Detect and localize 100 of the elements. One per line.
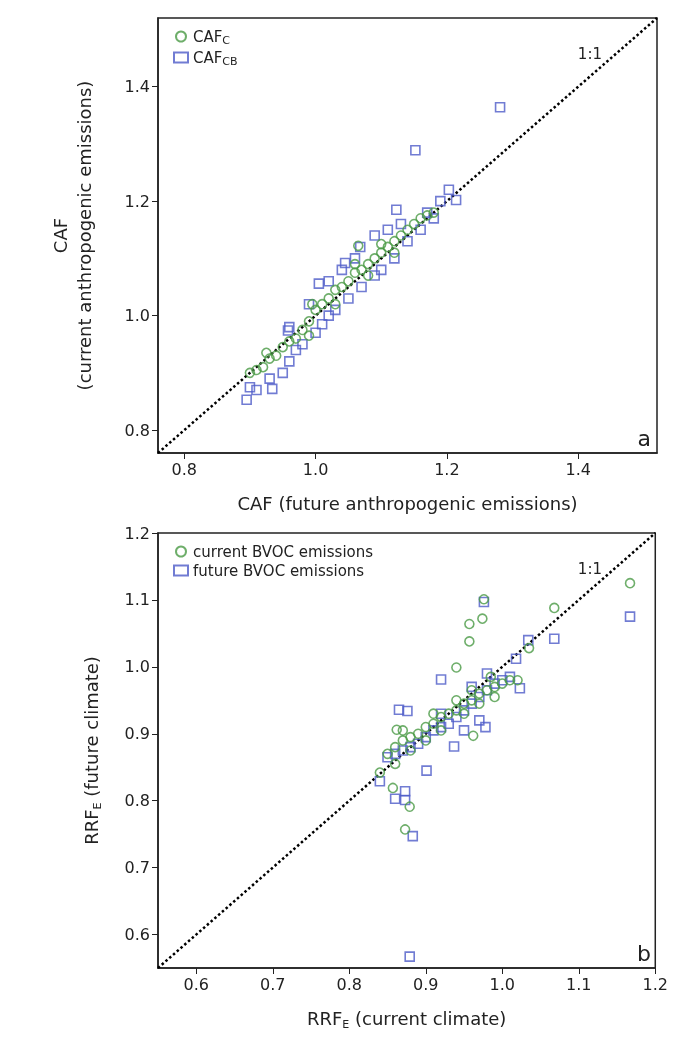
point: [474, 715, 485, 726]
point: [405, 731, 416, 743]
point: [522, 634, 534, 646]
point: [307, 298, 318, 310]
point: [270, 350, 282, 361]
point: [451, 705, 462, 716]
point: [420, 721, 432, 733]
point: [448, 741, 460, 752]
point: [374, 775, 386, 787]
point: [624, 611, 636, 622]
x-tick-label: 0.7: [260, 974, 286, 994]
point: [323, 275, 335, 287]
point: [389, 253, 400, 264]
point: [356, 281, 367, 293]
point: [284, 336, 295, 347]
point: [428, 708, 439, 719]
point: [397, 745, 409, 756]
point: [282, 325, 294, 336]
point: [496, 678, 508, 689]
point: [494, 101, 506, 113]
point: [284, 321, 295, 333]
point: [323, 293, 335, 304]
y-tick-label: 0.8: [124, 791, 150, 811]
x-tick-label: 1.1: [566, 974, 592, 994]
y-tick-label: 1.2: [124, 523, 150, 543]
point: [395, 230, 407, 241]
point: [329, 304, 341, 316]
point: [303, 316, 315, 327]
x-tick-label: 1.0: [489, 974, 515, 994]
point: [389, 793, 401, 804]
point: [489, 678, 500, 689]
y-tick-label: 1.2: [124, 191, 150, 211]
annotation: b: [637, 940, 651, 966]
point: [428, 725, 439, 736]
legend-label: future BVOC emissions: [193, 561, 365, 580]
point: [402, 235, 413, 247]
x-tick-label: 1.0: [302, 459, 329, 479]
point: [375, 264, 387, 276]
point: [480, 721, 491, 733]
point: [443, 718, 455, 730]
point: [264, 373, 275, 384]
point: [489, 681, 500, 693]
point: [458, 725, 470, 736]
point: [391, 204, 402, 216]
point: [389, 741, 401, 753]
point: [323, 310, 335, 321]
x-tick-label: 0.9: [413, 974, 439, 994]
point: [464, 636, 475, 647]
point: [284, 356, 295, 367]
point: [415, 224, 426, 236]
point: [399, 786, 411, 797]
point: [264, 353, 275, 364]
y-tick-label: 1.0: [124, 657, 150, 677]
point: [428, 207, 440, 218]
point: [362, 258, 374, 270]
point: [443, 708, 455, 719]
point: [435, 725, 447, 736]
point: [375, 247, 387, 258]
x-tick-label: 0.8: [336, 974, 362, 994]
y-tick-label: 1.0: [124, 306, 150, 326]
point: [549, 602, 560, 614]
y-tick-label: 0.9: [124, 724, 150, 744]
point: [393, 704, 405, 715]
point: [435, 711, 447, 723]
legend-label: current BVOC emissions: [193, 542, 374, 561]
x-axis-title: CAF (future anthropogenic emissions): [237, 492, 578, 514]
point: [277, 341, 289, 353]
point: [435, 721, 447, 733]
point: [489, 691, 500, 703]
point: [349, 267, 361, 278]
point: [510, 653, 522, 665]
point: [496, 674, 508, 686]
x-tick-label: 0.8: [171, 459, 197, 479]
point: [464, 618, 475, 630]
point: [397, 725, 409, 736]
point: [451, 662, 462, 673]
point: [290, 333, 302, 344]
x-tick-label: 0.6: [183, 974, 209, 994]
point: [428, 213, 440, 224]
point: [290, 344, 302, 356]
point: [343, 275, 354, 287]
point: [389, 235, 400, 247]
point: [474, 698, 485, 709]
point: [512, 674, 523, 686]
y-tick-label: 0.6: [124, 925, 150, 945]
point: [412, 738, 424, 750]
point: [261, 347, 272, 359]
point: [244, 381, 256, 393]
point: [477, 613, 488, 624]
point: [313, 278, 325, 289]
point: [303, 298, 315, 310]
point: [514, 682, 526, 694]
point: [297, 324, 308, 336]
annotation: a: [637, 425, 651, 451]
point: [389, 748, 401, 760]
point: [266, 383, 278, 395]
point: [362, 270, 374, 281]
point: [548, 633, 560, 645]
point: [404, 801, 415, 813]
point: [415, 213, 426, 224]
